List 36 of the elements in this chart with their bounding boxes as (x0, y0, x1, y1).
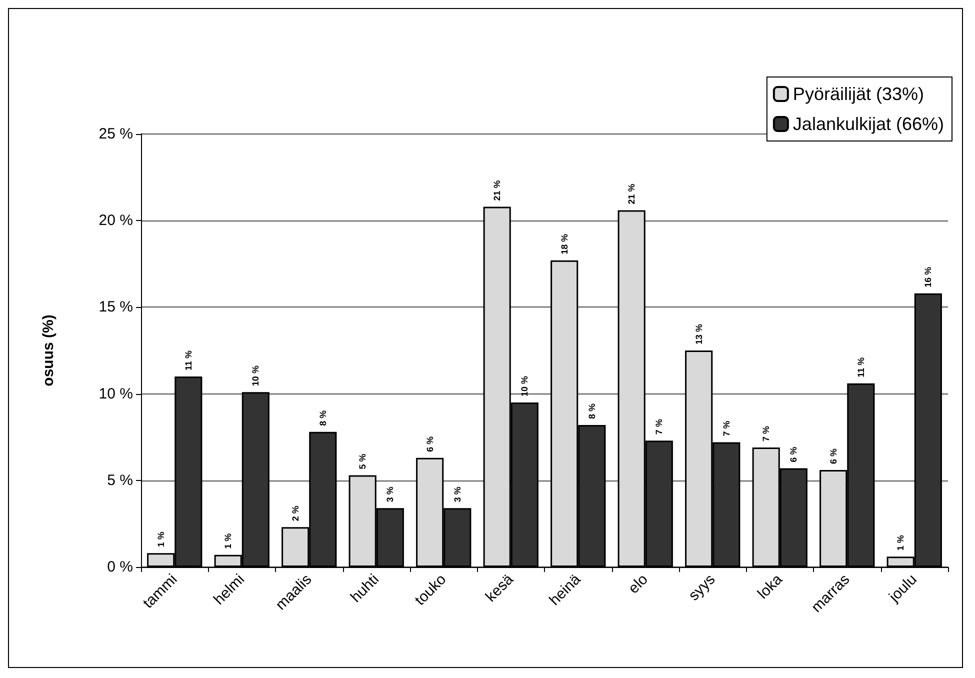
data-label: 5 % (358, 454, 368, 470)
y-tick-label: 25 % (98, 126, 133, 142)
x-tick-label: elo (625, 570, 652, 598)
data-label: 13 % (694, 324, 704, 344)
data-label: 7 % (654, 419, 664, 435)
y-axis-title: osuus (%) (40, 314, 57, 386)
data-label: 2 % (290, 506, 300, 522)
legend-label: Pyöräilijät (33%) (792, 84, 924, 104)
y-tick-label: 0 % (107, 558, 133, 576)
data-label: 6 % (828, 448, 838, 464)
data-label: 1 % (896, 535, 906, 551)
y-tick-label: 5 % (107, 472, 133, 489)
x-tick-label: syys (685, 570, 719, 604)
legend-label: Jalankulkijat (66%) (792, 114, 944, 134)
data-label: 3 % (385, 486, 396, 502)
data-label: 1 % (156, 532, 166, 548)
y-tick-label: 10 % (98, 385, 133, 402)
data-label: 11 % (856, 357, 866, 378)
y-tick-label: 15 % (98, 298, 133, 316)
data-label: 18 % (559, 234, 570, 254)
data-label: 10 % (520, 376, 530, 396)
data-label: 7 % (721, 420, 732, 436)
data-label: 8 % (318, 410, 328, 426)
data-label: 6 % (424, 436, 435, 452)
x-tick-label: loka (754, 570, 786, 602)
data-label: 3 % (452, 486, 462, 502)
data-label: 7 % (761, 426, 772, 442)
data-label: 8 % (586, 403, 597, 419)
data-label: 11 % (183, 350, 194, 370)
data-label: 21 % (492, 180, 502, 201)
data-label: 6 % (788, 446, 799, 462)
data-label: 10 % (250, 366, 261, 386)
data-label: 1 % (223, 533, 234, 549)
y-tick-label: 20 % (98, 212, 133, 230)
data-label: 21 % (626, 184, 637, 204)
data-label: 16 % (923, 266, 934, 288)
